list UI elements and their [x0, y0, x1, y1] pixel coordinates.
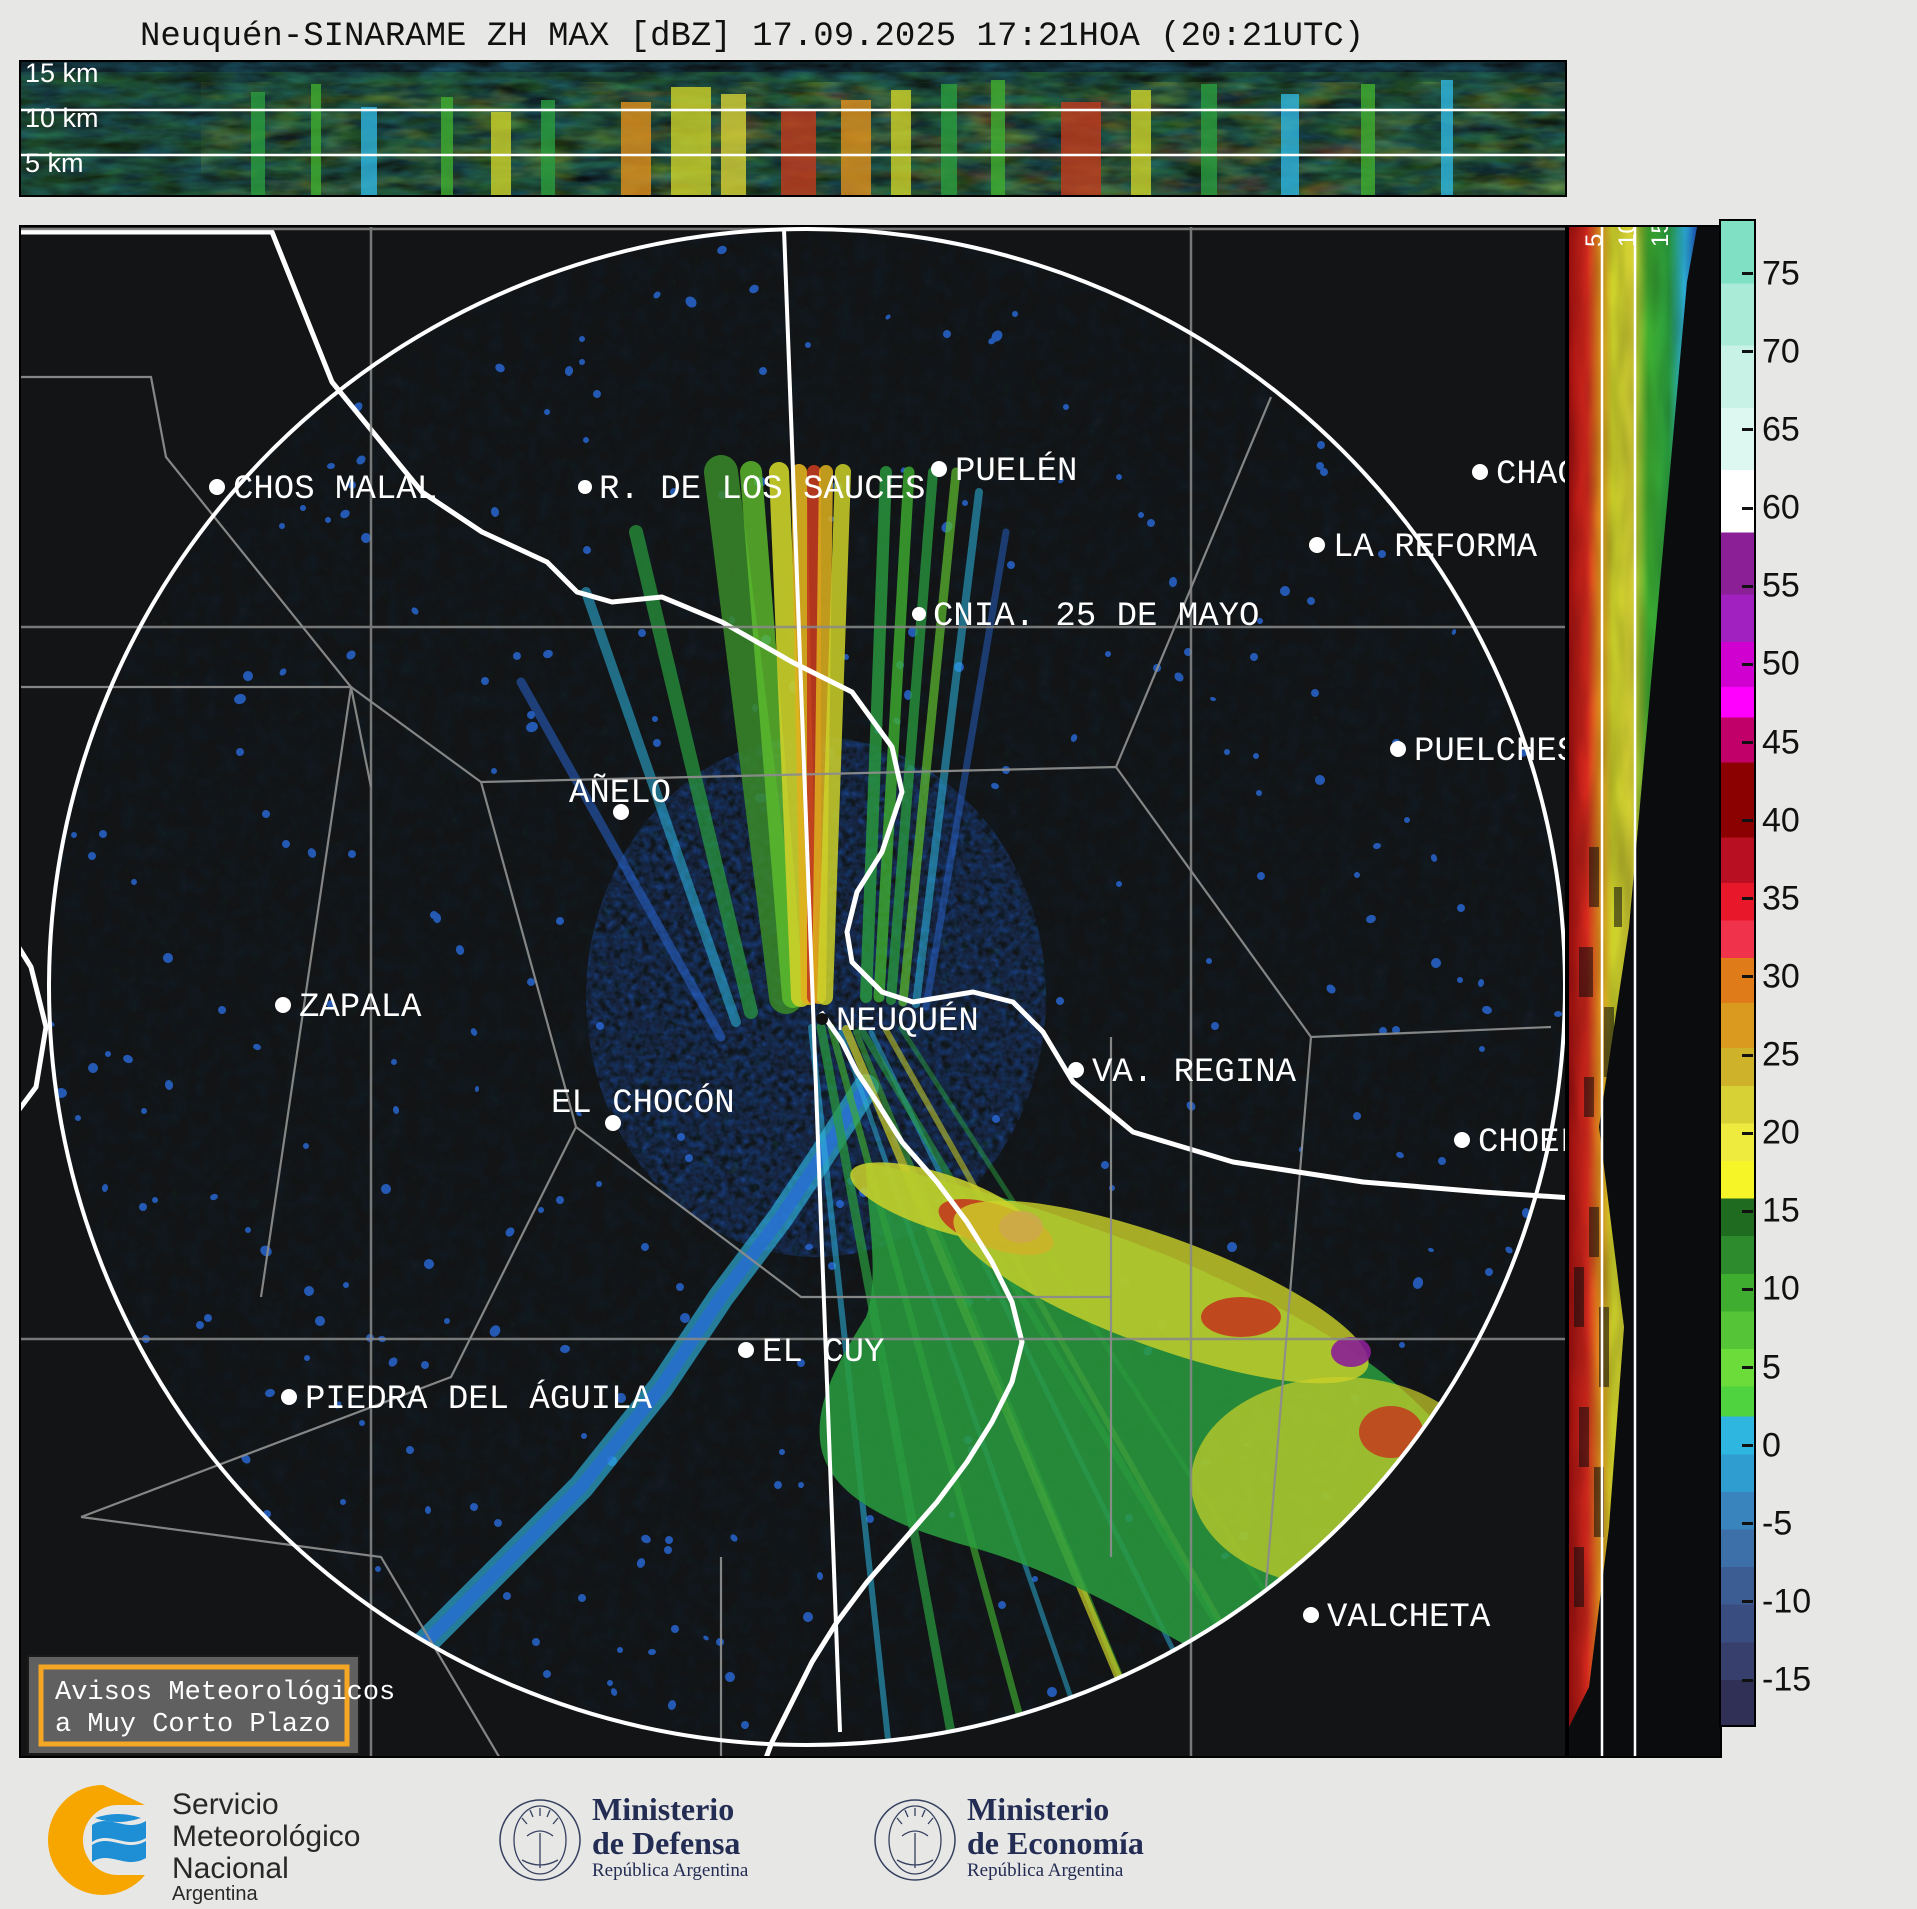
- svg-text:PIEDRA DEL ÁGUILA: PIEDRA DEL ÁGUILA: [305, 1380, 652, 1419]
- svg-text:a Muy Corto Plazo: a Muy Corto Plazo: [55, 1710, 330, 1740]
- svg-text:Avisos Meteorológicos: Avisos Meteorológicos: [55, 1678, 395, 1708]
- svg-text:Meteorológico: Meteorológico: [172, 1820, 360, 1853]
- svg-text:República Argentina: República Argentina: [967, 1860, 1124, 1881]
- svg-text:Ministerio: Ministerio: [967, 1791, 1109, 1827]
- svg-text:EL CHOCÓN: EL CHOCÓN: [551, 1084, 735, 1123]
- svg-text:VA. REGINA: VA. REGINA: [1092, 1054, 1297, 1092]
- svg-text:15 km: 15 km: [25, 62, 99, 88]
- svg-text:Nacional: Nacional: [172, 1852, 289, 1885]
- svg-text:CHACH: CHACH: [1496, 456, 1567, 494]
- svg-text:LA REFORMA: LA REFORMA: [1333, 529, 1538, 567]
- svg-text:10 km: 10 km: [1614, 227, 1641, 247]
- svg-text:PUELÉN: PUELÉN: [955, 452, 1077, 491]
- svg-text:EL CUY: EL CUY: [762, 1334, 884, 1372]
- svg-text:PUELCHES: PUELCHES: [1414, 733, 1567, 771]
- svg-text:República Argentina: República Argentina: [592, 1860, 749, 1881]
- svg-text:de Defensa: de Defensa: [592, 1825, 740, 1861]
- svg-text:R. DE LOS SAUCES: R. DE LOS SAUCES: [599, 471, 925, 509]
- svg-text:CNIA. 25 DE MAYO: CNIA. 25 DE MAYO: [933, 598, 1259, 636]
- svg-text:ZAPALA: ZAPALA: [299, 989, 422, 1027]
- svg-text:Servicio: Servicio: [172, 1788, 279, 1821]
- svg-text:15 km: 15 km: [1647, 227, 1674, 247]
- svg-text:5 km: 5 km: [25, 148, 84, 178]
- svg-text:CHOELE: CHOELE: [1478, 1124, 1567, 1162]
- svg-text:CHOS MALAL: CHOS MALAL: [233, 471, 437, 509]
- svg-text:Ministerio: Ministerio: [592, 1791, 734, 1827]
- svg-text:de Economía: de Economía: [967, 1825, 1144, 1861]
- svg-text:10 km: 10 km: [25, 103, 99, 133]
- svg-text:NEUQUÉN: NEUQUÉN: [836, 1002, 979, 1041]
- svg-text:VALCHETA: VALCHETA: [1327, 1599, 1491, 1637]
- svg-text:Argentina: Argentina: [172, 1883, 258, 1905]
- svg-text:AÑELO: AÑELO: [569, 774, 671, 813]
- svg-text:5 km: 5 km: [1581, 227, 1608, 247]
